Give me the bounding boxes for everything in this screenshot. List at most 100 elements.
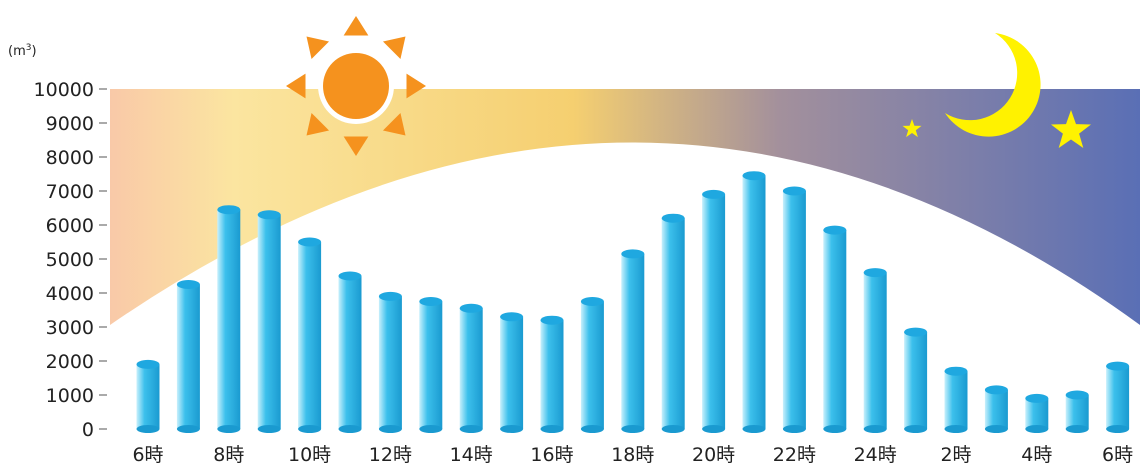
bar-cap xyxy=(702,189,726,199)
bar xyxy=(904,327,928,433)
bar-cap xyxy=(257,210,281,220)
bar xyxy=(944,366,968,433)
x-tick-label: 6時 xyxy=(1102,444,1133,466)
bar-base xyxy=(1065,425,1089,433)
bar xyxy=(742,171,766,433)
y-tick-label: 0 xyxy=(82,419,94,441)
moon-shape xyxy=(945,33,1041,137)
x-axis: 6時 8時 10時 12時 14時 16時 18時 20時 22時 24時 2時 4時 6時 xyxy=(132,444,1133,466)
bar-body xyxy=(500,316,524,429)
bar-cap xyxy=(863,268,887,278)
x-tick-label: 8時 xyxy=(213,444,244,466)
bar-body xyxy=(378,296,402,429)
bar xyxy=(338,271,362,433)
stars-group xyxy=(902,110,1091,148)
y-tick-label: 4000 xyxy=(46,283,94,305)
bar-cap xyxy=(580,297,604,306)
bar xyxy=(702,189,726,433)
bar-cap xyxy=(298,237,322,247)
bar-body xyxy=(823,230,847,429)
bar-base xyxy=(863,425,887,433)
bar-base xyxy=(984,425,1008,433)
sun-ray xyxy=(406,73,426,99)
bar-cap xyxy=(378,291,402,301)
x-tick-label: 18時 xyxy=(611,444,654,466)
y-tick-label: 9000 xyxy=(46,113,94,135)
bar-body xyxy=(621,253,645,429)
bar-body xyxy=(944,371,968,429)
y-tick-label: 1000 xyxy=(46,385,94,407)
bar-cap xyxy=(500,312,524,322)
bar-cap xyxy=(984,385,1008,395)
bar xyxy=(1106,361,1130,433)
bar xyxy=(176,280,200,433)
bar-body xyxy=(176,284,200,429)
bar xyxy=(1025,393,1049,433)
bar-cap xyxy=(782,186,806,196)
bar-cap xyxy=(904,327,928,337)
bar xyxy=(1065,390,1089,433)
y-tick-label: 7000 xyxy=(46,181,94,203)
crescent-moon-icon xyxy=(945,33,1041,137)
x-tick-label: 4時 xyxy=(1021,444,1052,466)
bar-body xyxy=(742,175,766,429)
sun-ray xyxy=(343,16,369,36)
bar-body xyxy=(984,389,1008,429)
bar xyxy=(136,359,160,433)
bar-cap xyxy=(823,225,847,235)
bar-cap xyxy=(621,249,645,259)
y-tick-label: 6000 xyxy=(46,215,94,237)
bar-base xyxy=(702,425,726,433)
bar-body xyxy=(782,191,806,429)
bar-base xyxy=(580,425,604,433)
bar-body xyxy=(257,214,281,429)
y-axis-unit: (m3) xyxy=(8,43,37,59)
x-tick-label: 16時 xyxy=(530,444,573,466)
x-tick-label: 2時 xyxy=(940,444,971,466)
x-tick-label: 24時 xyxy=(854,444,897,466)
bar xyxy=(984,385,1008,433)
bar xyxy=(823,225,847,433)
x-tick-label: 20時 xyxy=(692,444,735,466)
x-tick-label: 12時 xyxy=(369,444,412,466)
sun-ray xyxy=(382,36,406,60)
bar-body xyxy=(1065,395,1089,429)
y-tick-label: 10000 xyxy=(34,79,94,101)
sun-ray xyxy=(382,112,406,136)
bar-cap xyxy=(338,271,362,281)
x-tick-label: 22時 xyxy=(773,444,816,466)
x-tick-label: 10時 xyxy=(288,444,331,466)
bar-cap xyxy=(1065,390,1089,400)
bar-body xyxy=(338,276,362,429)
bar-cap xyxy=(944,366,968,376)
sky-band xyxy=(110,89,1140,325)
x-tick-label: 14時 xyxy=(450,444,493,466)
bar xyxy=(459,303,483,433)
bar xyxy=(621,249,645,433)
bar xyxy=(257,210,281,433)
y-axis: 0 1000 2000 3000 4000 5000 6000 7000 8000 9000 100… xyxy=(34,79,107,441)
bar xyxy=(661,213,685,433)
bar-base xyxy=(257,425,281,433)
bar-body xyxy=(580,301,604,429)
bar-cap xyxy=(1106,361,1130,371)
bar-base xyxy=(1106,425,1130,433)
bar-body xyxy=(702,194,726,429)
bar-body xyxy=(217,209,241,429)
bar xyxy=(782,186,806,433)
bar-body xyxy=(1025,398,1049,429)
bar-base xyxy=(661,425,685,433)
bar-cap xyxy=(540,315,564,325)
bar-base xyxy=(459,425,483,433)
bar-cap xyxy=(176,280,200,289)
sun-ray xyxy=(343,136,369,156)
bar xyxy=(500,312,524,433)
bar-base xyxy=(823,425,847,433)
star-icon xyxy=(1051,110,1091,148)
bar-base xyxy=(1025,425,1049,433)
sun-ray xyxy=(286,73,306,99)
y-tick-label: 8000 xyxy=(46,147,94,169)
bar-cap xyxy=(419,297,443,306)
bar-body xyxy=(661,218,685,429)
